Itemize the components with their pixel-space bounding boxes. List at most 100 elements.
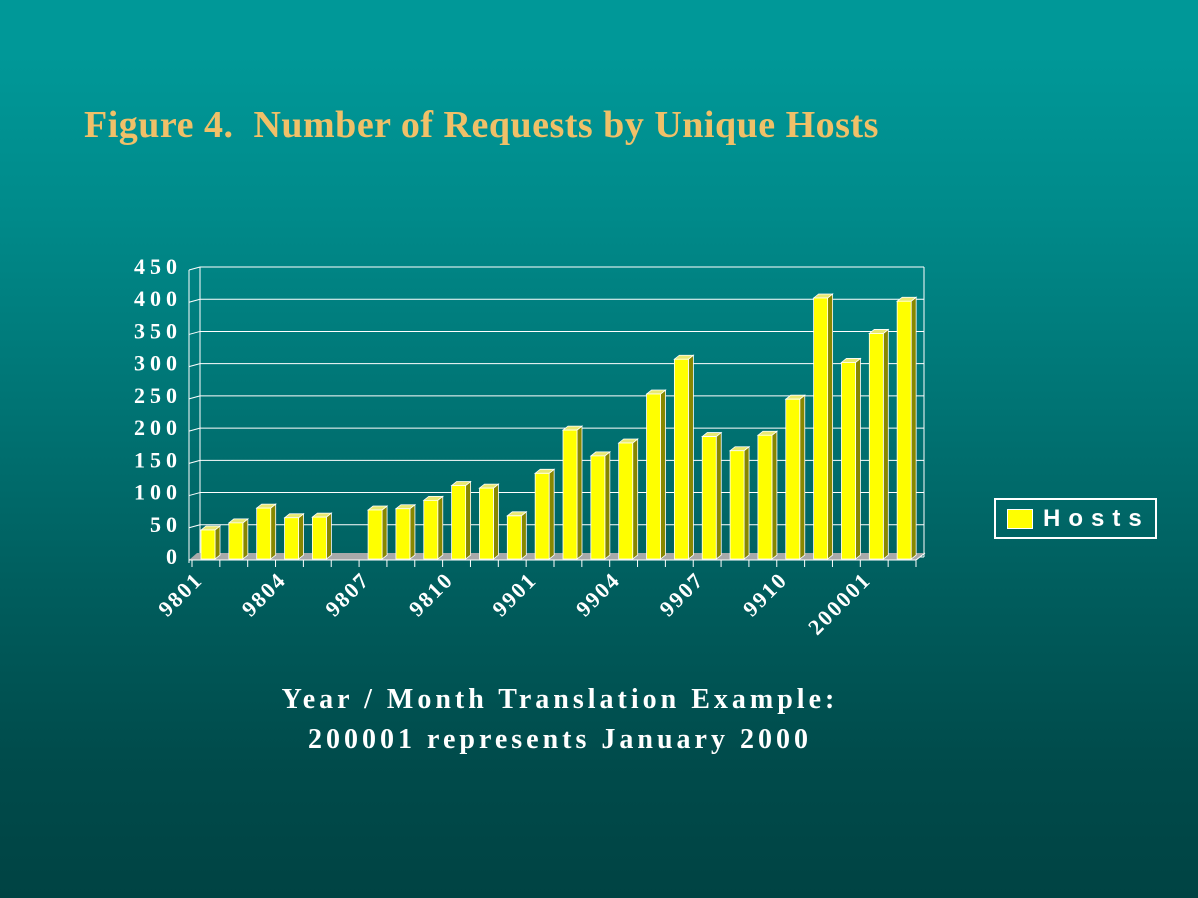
x-tick-label: 9907	[654, 567, 708, 621]
bar-200001	[868, 328, 890, 560]
bar-face	[325, 512, 332, 560]
bar-face	[465, 480, 472, 560]
gridline-wall-return	[188, 363, 201, 368]
bar-face	[827, 293, 834, 560]
bar-9909	[756, 430, 779, 560]
x-tick-label: 9801	[153, 567, 207, 621]
bar-face	[604, 451, 611, 560]
gridline-wall-return	[188, 524, 201, 529]
y-tick-label: 200	[134, 415, 182, 440]
caption-line-1: Year / Month Translation Example:	[281, 684, 839, 715]
bar-face	[771, 430, 778, 560]
bar-face	[270, 503, 277, 560]
bar-face	[520, 510, 527, 560]
legend-swatch	[1007, 508, 1033, 529]
bar-face	[660, 389, 666, 560]
bar-9812	[506, 510, 528, 560]
bar-face	[200, 529, 216, 560]
bar-face	[896, 300, 912, 560]
bar-9803	[255, 503, 277, 560]
y-tick-label: 400	[134, 286, 182, 311]
bar-9911	[812, 293, 834, 560]
gridline-wall-return	[188, 266, 201, 271]
bar-9808	[394, 503, 417, 560]
caption-line-2: 200001 represents January 2000	[308, 724, 812, 755]
gridline-wall-return	[188, 298, 201, 303]
bar-9907	[701, 431, 723, 560]
bar-9811	[478, 483, 500, 560]
y-tick-label: 100	[134, 480, 182, 505]
gridline-wall-return	[188, 492, 201, 497]
bar-9805	[311, 512, 333, 560]
bar-9908	[728, 445, 751, 560]
bar-face	[548, 468, 555, 560]
bar-9910	[784, 394, 806, 560]
bar-face	[423, 499, 439, 560]
bar-face	[298, 512, 304, 560]
y-tick-label: 450	[134, 254, 182, 279]
x-tick-label: 9901	[487, 567, 541, 621]
bar-face	[632, 438, 639, 560]
x-tick-label: 200001	[803, 567, 876, 640]
bar-face	[242, 518, 249, 560]
bar-face	[534, 472, 550, 560]
bar-9810	[450, 480, 472, 560]
bar-9905	[645, 389, 667, 560]
bar-face	[701, 436, 717, 560]
bar-face	[618, 442, 634, 560]
y-tick-label: 350	[134, 318, 182, 343]
bar-face	[673, 358, 689, 560]
legend-label: Hosts	[1043, 504, 1150, 532]
x-axis-end-return	[915, 552, 926, 561]
bar-9902	[561, 425, 584, 560]
bar-9912	[840, 357, 862, 560]
x-tick-label: 9804	[237, 567, 291, 621]
y-tick-label: 50	[150, 512, 182, 537]
bar-face	[841, 362, 856, 560]
y-tick-label: 150	[134, 447, 182, 472]
y-tick-label: 0	[166, 544, 182, 569]
bar-face	[562, 429, 578, 560]
x-tick-label: 9807	[320, 567, 374, 621]
bar-face	[256, 507, 272, 560]
bar-face	[715, 431, 722, 560]
bar-face	[646, 393, 661, 560]
bar-face	[437, 495, 444, 560]
gridline-wall-return	[188, 459, 201, 464]
bar-9906	[673, 354, 695, 560]
bar-face	[813, 297, 829, 560]
bar-200002	[896, 296, 918, 560]
bar-9804	[283, 512, 305, 560]
bar-face	[451, 485, 467, 560]
gridline-wall-return	[188, 427, 201, 432]
bar-9904	[617, 438, 639, 560]
bar-9901	[534, 468, 556, 560]
bar-face	[687, 354, 694, 560]
bar-face	[576, 425, 583, 560]
page-title: Figure 4. Number of Requests by Unique H…	[84, 104, 879, 146]
bar-face	[757, 434, 773, 560]
hosts-bar-chart: 0 50 100 150 200 250 300 350 400 450 9801 9804 9807 9…	[134, 254, 926, 640]
bar-face	[590, 455, 606, 560]
bar-face	[493, 483, 499, 560]
bar-face	[855, 357, 861, 560]
bar-face	[311, 516, 327, 560]
x-tick-label: 9910	[738, 567, 792, 621]
bar-face	[743, 445, 750, 560]
bar-face	[395, 508, 411, 560]
x-tick-label: 9904	[571, 567, 625, 621]
bar-9807	[366, 505, 389, 560]
caption: Year / Month Translation Example: 200001…	[160, 680, 960, 760]
bar-face	[506, 515, 522, 560]
x-tick-label: 9810	[404, 567, 458, 621]
bar-face	[910, 296, 917, 560]
bar-9903	[589, 451, 611, 560]
gridline-wall-return	[188, 330, 201, 335]
legend: Hosts	[994, 498, 1157, 539]
bar-face	[479, 487, 494, 560]
bar-face	[729, 450, 745, 560]
bar-face	[868, 333, 884, 560]
gridline-wall-return	[188, 395, 201, 400]
bar-face	[799, 394, 806, 560]
